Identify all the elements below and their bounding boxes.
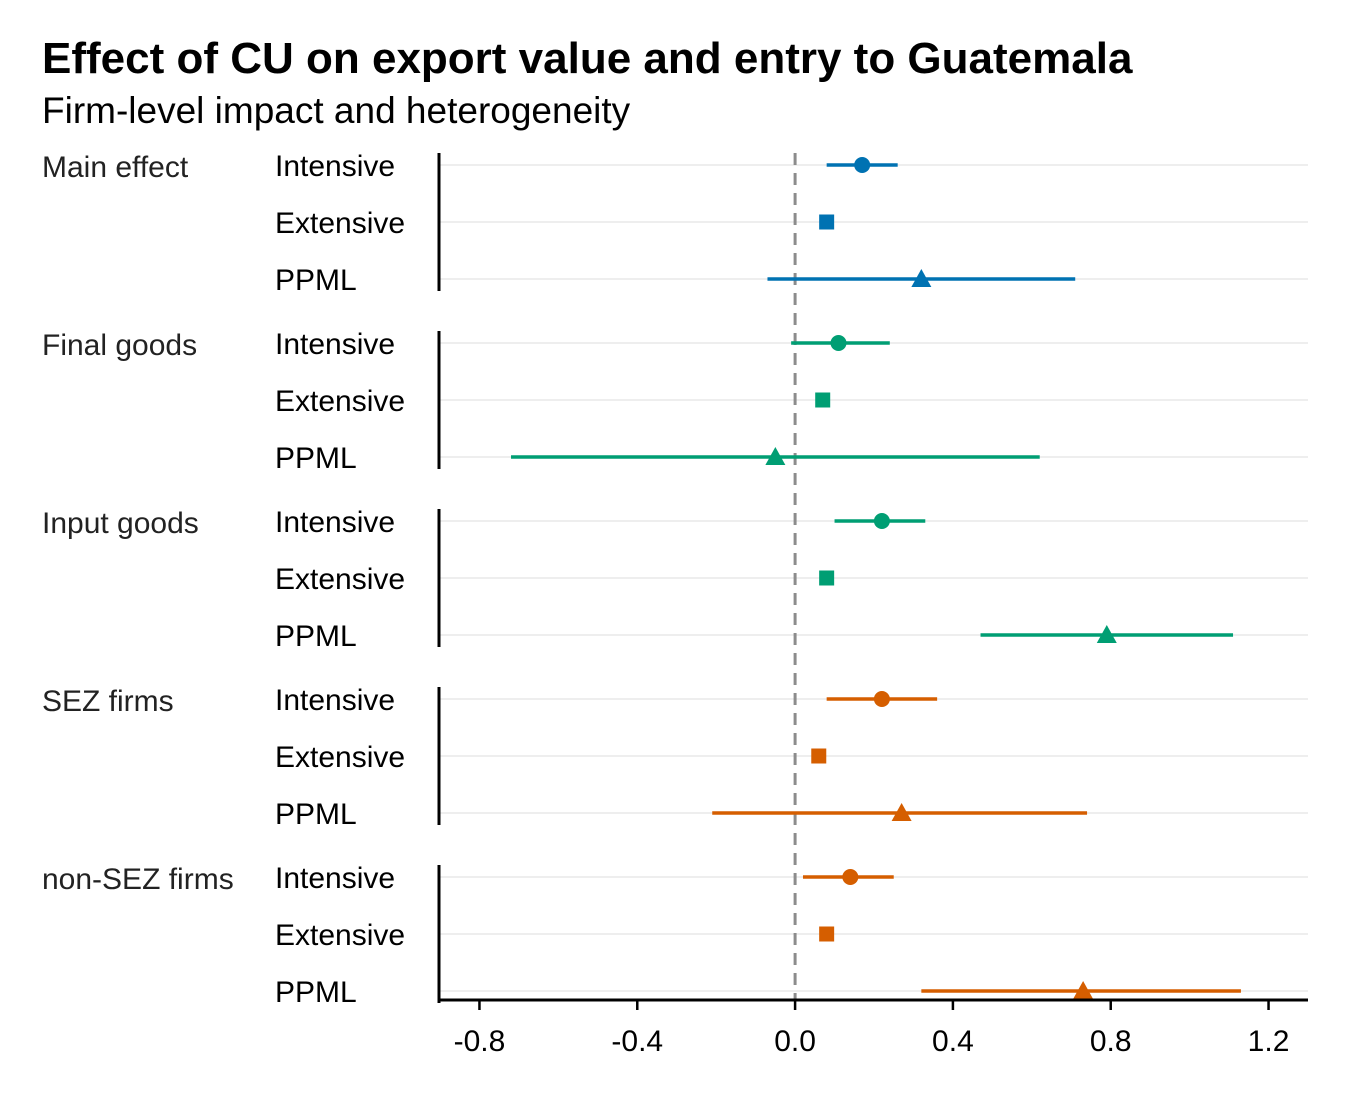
- chart-title: Effect of CU on export value and entry t…: [42, 34, 1133, 83]
- estimate-triangle: [765, 447, 786, 465]
- row-label: PPML: [275, 798, 357, 831]
- estimate-triangle: [911, 269, 932, 287]
- row-label: PPML: [275, 442, 357, 475]
- estimate-circle: [842, 869, 859, 885]
- row-label: PPML: [275, 264, 357, 297]
- estimate-square: [819, 570, 835, 586]
- row-label: Extensive: [275, 385, 405, 418]
- estimate-circle: [854, 157, 871, 173]
- estimate-circle: [873, 513, 890, 529]
- chart-subtitle: Firm-level impact and heterogeneity: [42, 90, 631, 131]
- x-tick-label: 0.0: [774, 1025, 816, 1058]
- x-tick-label: 0.8: [1090, 1025, 1132, 1058]
- row-label: Intensive: [275, 862, 395, 895]
- group-label: SEZ firms: [42, 685, 174, 718]
- row-label: Intensive: [275, 506, 395, 539]
- row-label: Extensive: [275, 207, 405, 240]
- x-tick-label: -0.8: [454, 1025, 506, 1058]
- x-tick-label: 1.2: [1248, 1025, 1290, 1058]
- estimate-triangle: [891, 803, 912, 821]
- row-label: Intensive: [275, 150, 395, 183]
- row-label: PPML: [275, 620, 357, 653]
- estimate-square: [819, 214, 835, 230]
- row-label: Intensive: [275, 328, 395, 361]
- group-label: Main effect: [42, 151, 189, 184]
- row-label: Extensive: [275, 563, 405, 596]
- row-label: PPML: [275, 976, 357, 1009]
- estimate-square: [819, 926, 835, 942]
- estimate-triangle: [1073, 981, 1094, 999]
- estimate-square: [811, 748, 827, 764]
- group-label: Input goods: [42, 507, 199, 540]
- x-tick-label: -0.4: [611, 1025, 663, 1058]
- estimate-circle: [873, 691, 890, 707]
- estimate-triangle: [1096, 625, 1117, 643]
- group-label: Final goods: [42, 329, 197, 362]
- x-tick-label: 0.4: [932, 1025, 974, 1058]
- group-label: non-SEZ firms: [42, 863, 234, 896]
- row-label: Extensive: [275, 919, 405, 952]
- row-label: Extensive: [275, 741, 405, 774]
- row-label: Intensive: [275, 684, 395, 717]
- estimate-circle: [830, 335, 847, 351]
- estimate-square: [815, 392, 831, 408]
